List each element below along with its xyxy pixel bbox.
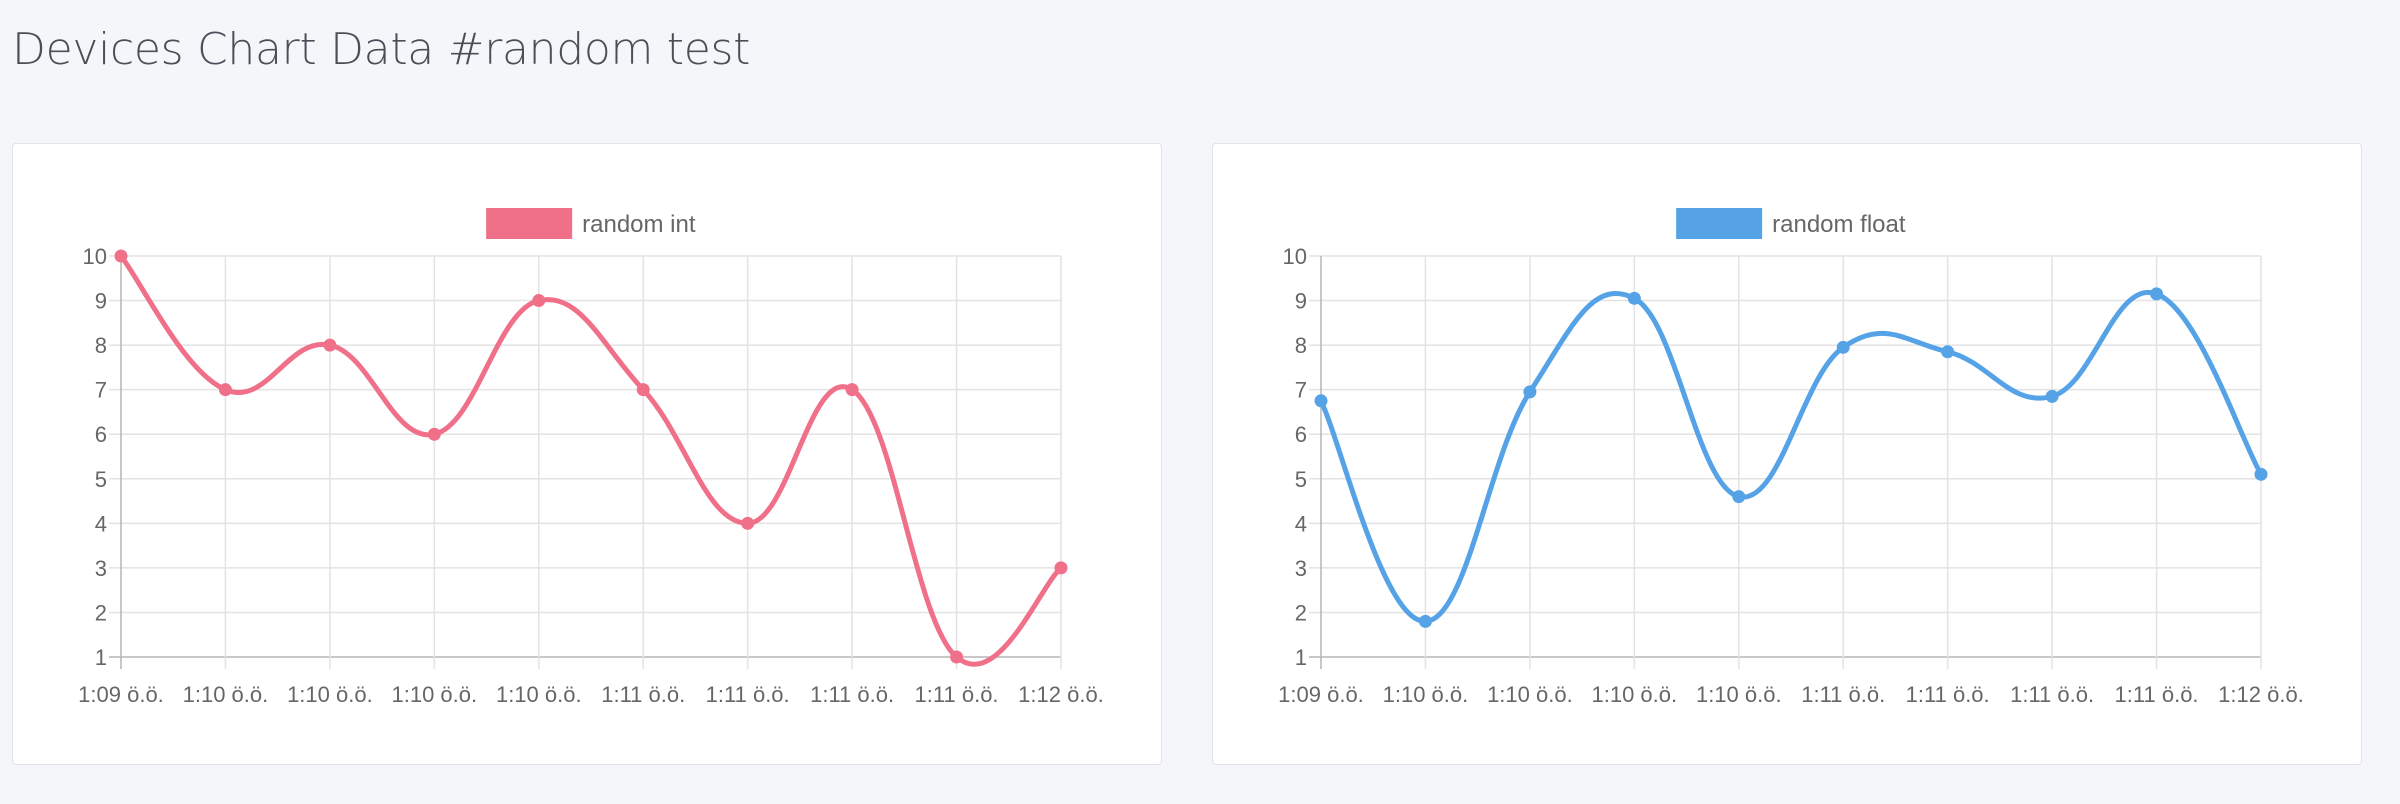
data-point[interactable] [323, 338, 337, 352]
data-point[interactable] [1732, 490, 1746, 504]
y-tick-label: 7 [1295, 378, 1307, 403]
x-tick-label: 1:11 ö.ö. [2010, 682, 2094, 707]
x-tick-label: 1:12 ö.ö. [2218, 682, 2304, 707]
data-point[interactable] [1418, 614, 1432, 628]
x-tick-label: 1:12 ö.ö. [1018, 682, 1104, 707]
x-tick-label: 1:10 ö.ö. [1487, 682, 1573, 707]
data-point[interactable] [2045, 389, 2059, 403]
y-tick-label: 4 [95, 511, 107, 536]
legend[interactable]: random float [1676, 208, 1906, 239]
gridlines [1309, 255, 2262, 669]
x-tick-label: 1:10 ö.ö. [1696, 682, 1782, 707]
x-tick-label: 1:11 ö.ö. [601, 682, 685, 707]
data-point[interactable] [1054, 561, 1068, 575]
data-point[interactable] [1941, 345, 1955, 359]
x-tick-label: 1:11 ö.ö. [915, 682, 999, 707]
x-tick-label: 1:10 ö.ö. [496, 682, 582, 707]
y-tick-label: 5 [1295, 467, 1307, 492]
y-tick-label: 7 [95, 378, 107, 403]
y-tick-label: 4 [1295, 511, 1307, 536]
y-tick-label: 2 [1295, 600, 1307, 625]
y-tick-label: 1 [95, 645, 107, 670]
x-tick-label: 1:09 ö.ö. [78, 682, 164, 707]
y-tick-label: 3 [95, 556, 107, 581]
x-tick-label: 1:10 ö.ö. [392, 682, 478, 707]
x-tick-label: 1:10 ö.ö. [1592, 682, 1678, 707]
gridlines [109, 255, 1062, 669]
x-tick-label: 1:11 ö.ö. [1906, 682, 1990, 707]
legend[interactable]: random int [486, 208, 696, 239]
y-tick-label: 5 [95, 467, 107, 492]
y-tick-label: 10 [1283, 244, 1307, 269]
y-tick-label: 3 [1295, 556, 1307, 581]
series-line [118, 253, 1064, 667]
data-point[interactable] [741, 516, 755, 530]
x-tick-label: 1:11 ö.ö. [810, 682, 894, 707]
y-tick-label: 6 [95, 422, 107, 447]
data-point[interactable] [2150, 287, 2164, 301]
data-point[interactable] [1836, 340, 1850, 354]
data-point[interactable] [2254, 467, 2268, 481]
y-tick-label: 9 [95, 289, 107, 314]
data-point[interactable] [1627, 291, 1641, 305]
y-tick-label: 2 [95, 600, 107, 625]
random-int-line-chart: random int 1 2 3 4 5 6 7 8 9 10 1:09 ö.ö. 1:10 ö.ö. 1… [78, 208, 1104, 707]
data-point[interactable] [114, 249, 128, 263]
x-tick-label: 1:11 ö.ö. [1801, 682, 1885, 707]
legend-label: random float [1772, 211, 1906, 238]
data-point[interactable] [532, 294, 546, 308]
data-point[interactable] [845, 383, 859, 397]
y-tick-label: 8 [1295, 333, 1307, 358]
page-title: Devices Chart Data #random test [12, 24, 751, 75]
chart-card-random-int: random int 1 2 3 4 5 6 7 8 9 10 1:09 ö.ö. 1:10 ö.ö. 1… [12, 143, 1162, 765]
y-tick-label: 1 [1295, 645, 1307, 670]
x-tick-label: 1:11 ö.ö. [2115, 682, 2199, 707]
x-tick-label: 1:10 ö.ö. [287, 682, 373, 707]
legend-swatch[interactable] [486, 208, 573, 239]
y-tick-label: 8 [95, 333, 107, 358]
y-tick-label: 10 [83, 244, 107, 269]
data-point[interactable] [1523, 385, 1537, 399]
random-float-line-chart: random float 1 2 3 4 5 6 7 8 9 10 1:09 ö.ö. 1:10 ö.ö… [1278, 208, 2304, 707]
x-tick-label: 1:11 ö.ö. [706, 682, 790, 707]
data-point[interactable] [636, 383, 650, 397]
chart-card-random-float: random float 1 2 3 4 5 6 7 8 9 10 1:09 ö.ö. 1:10 ö.ö… [1212, 143, 2362, 765]
y-tick-label: 9 [1295, 289, 1307, 314]
x-tick-label: 1:10 ö.ö. [1383, 682, 1469, 707]
data-point[interactable] [1314, 394, 1328, 408]
data-point[interactable] [427, 427, 441, 441]
series-line [1318, 289, 2264, 624]
legend-label: random int [582, 211, 696, 238]
data-point[interactable] [218, 383, 232, 397]
data-point[interactable] [950, 650, 964, 664]
x-tick-label: 1:09 ö.ö. [1278, 682, 1364, 707]
x-tick-label: 1:10 ö.ö. [183, 682, 269, 707]
y-tick-label: 6 [1295, 422, 1307, 447]
legend-swatch[interactable] [1676, 208, 1763, 239]
